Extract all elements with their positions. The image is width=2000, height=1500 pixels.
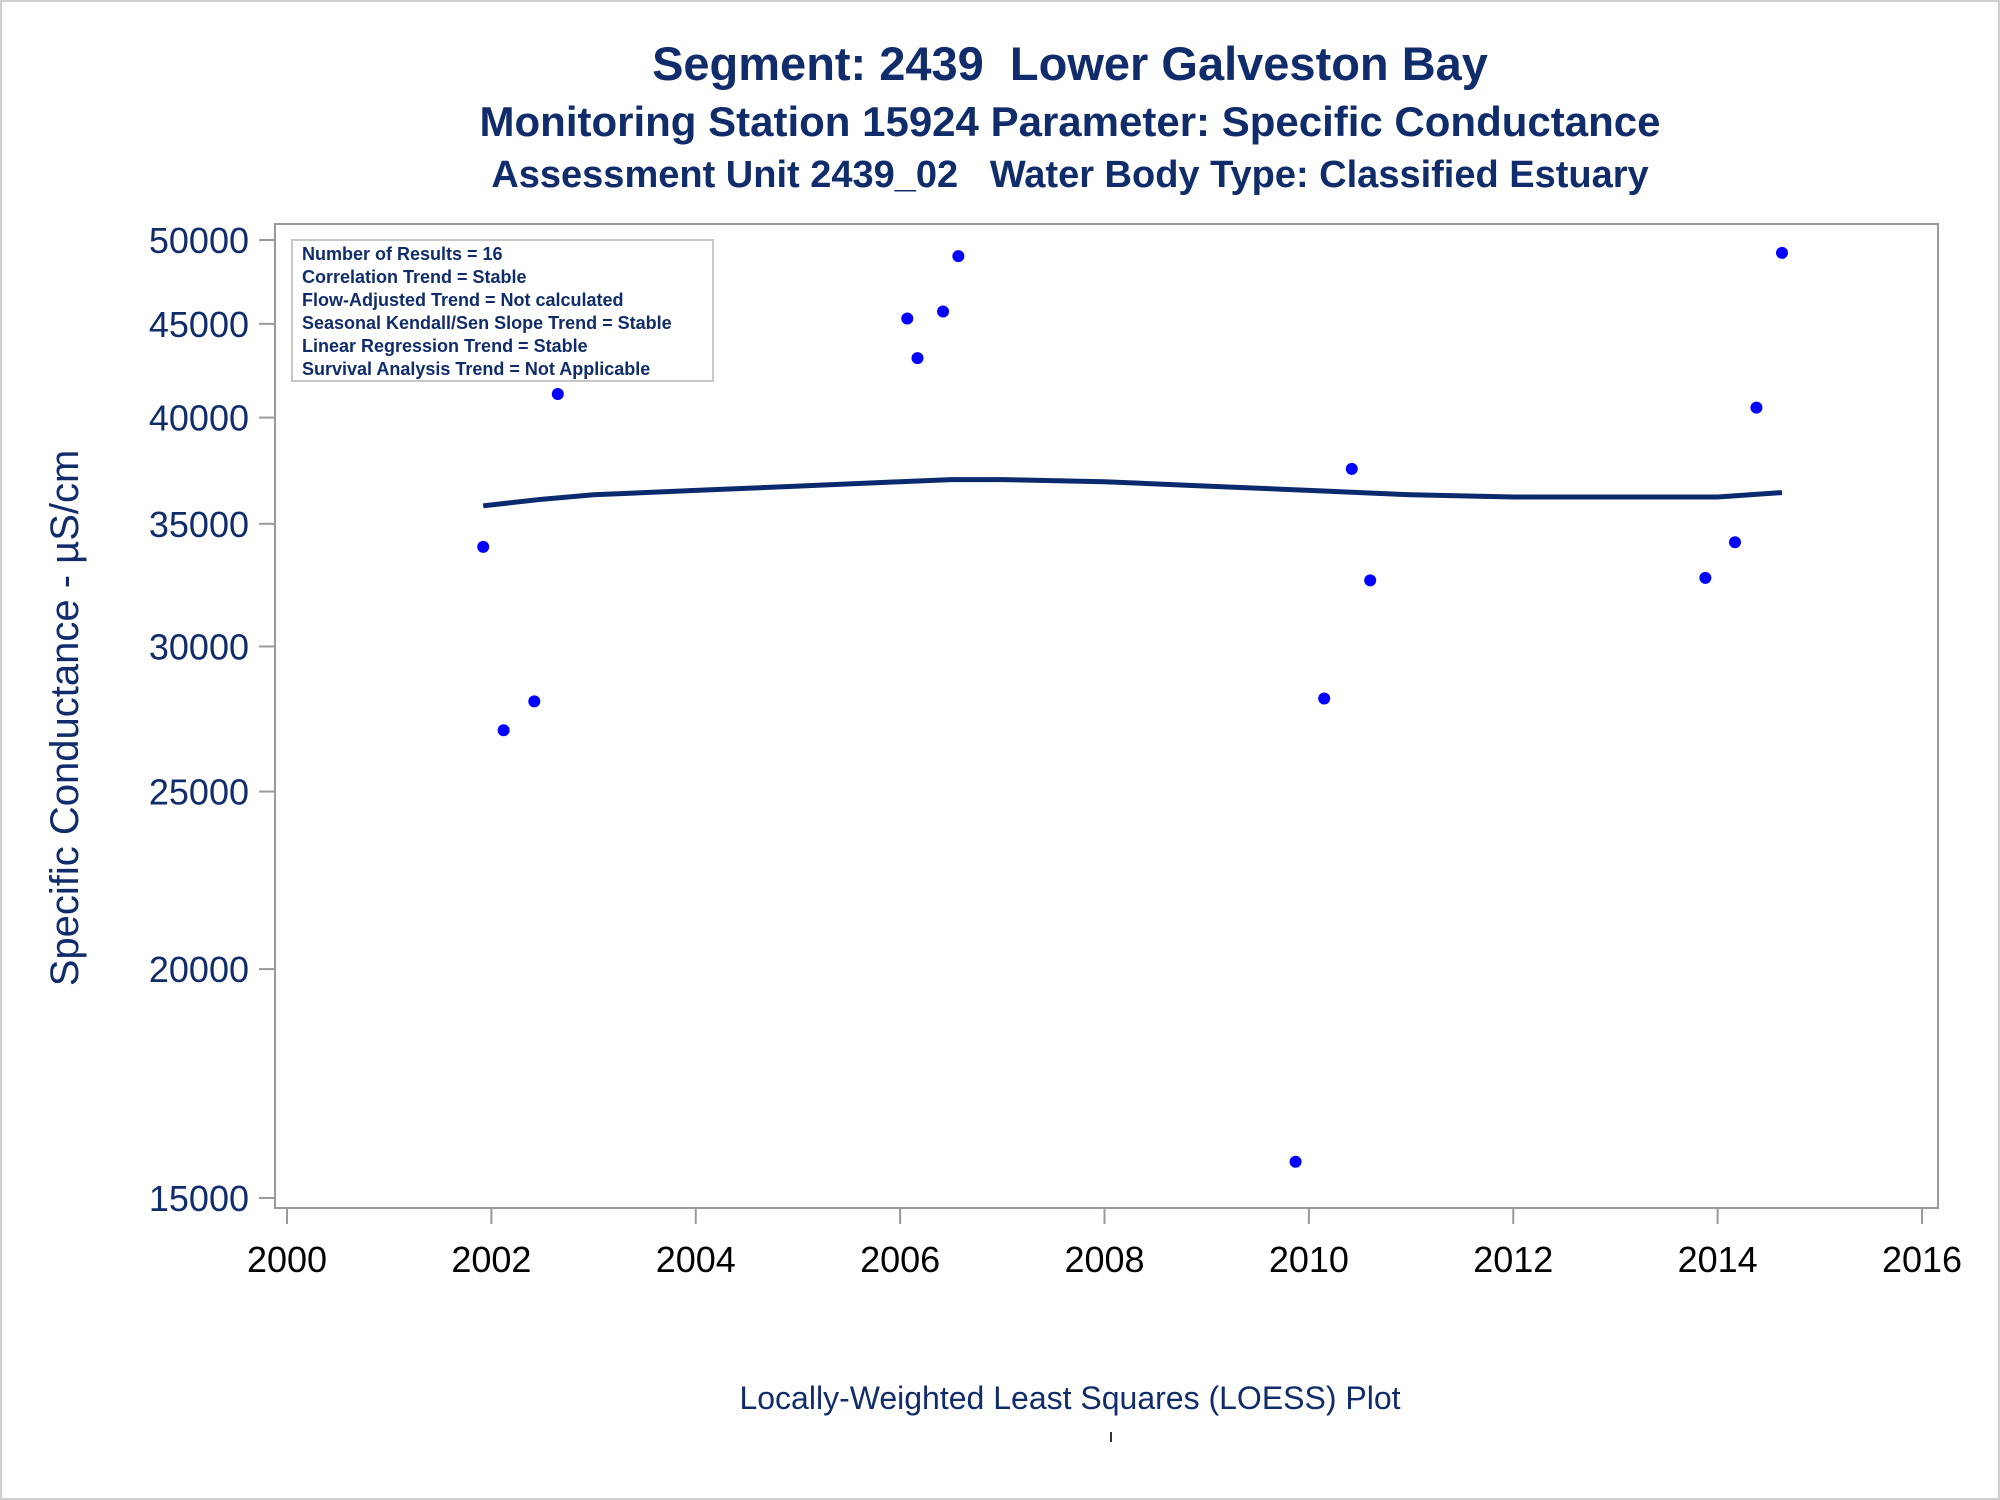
data-point <box>1289 1155 1302 1168</box>
loess-line <box>482 477 1783 509</box>
x-tick-label: 2014 <box>1678 1239 1758 1280</box>
stats-line: Number of Results = 16 <box>302 244 503 264</box>
stats-line: Correlation Trend = Stable <box>302 267 527 287</box>
footer-mark <box>1110 1432 1112 1442</box>
plot-border <box>274 223 1939 1209</box>
stats-line: Seasonal Kendall/Sen Slope Trend = Stabl… <box>302 313 672 333</box>
plot-area <box>274 223 1939 1209</box>
x-tick-label: 2002 <box>451 1239 531 1280</box>
chart-title: Segment: 2439 Lower Galveston Bay <box>652 37 1488 90</box>
y-axis: 15000 20000 25000 30000 35000 40000 45000 50000 <box>149 220 275 1219</box>
x-tick-label: 2012 <box>1473 1239 1553 1280</box>
observation-series <box>477 246 1789 1168</box>
data-point <box>528 695 541 708</box>
data-point <box>952 250 965 263</box>
x-tick-label: 2008 <box>1064 1239 1144 1280</box>
data-point <box>911 352 924 365</box>
x-tick-label: 2010 <box>1269 1239 1349 1280</box>
stats-line: Survival Analysis Trend = Not Applicable <box>302 359 650 379</box>
y-tick-label: 40000 <box>149 398 249 439</box>
y-tick-label: 20000 <box>149 949 249 990</box>
y-tick-label: 15000 <box>149 1178 249 1219</box>
data-point <box>477 540 490 553</box>
y-tick-label: 35000 <box>149 504 249 545</box>
data-point <box>1318 692 1331 705</box>
y-tick-label: 45000 <box>149 304 249 345</box>
stats-line: Linear Regression Trend = Stable <box>302 336 588 356</box>
y-tick-label: 25000 <box>149 772 249 813</box>
y-tick-label: 30000 <box>149 626 249 667</box>
data-point <box>1750 401 1763 414</box>
data-point <box>1699 571 1712 584</box>
data-point <box>1345 462 1358 475</box>
data-point <box>901 312 914 325</box>
x-tick-label: 2004 <box>656 1239 736 1280</box>
data-point <box>1728 536 1741 549</box>
x-tick-label: 2016 <box>1882 1239 1962 1280</box>
x-axis: 2000 2002 2004 2006 2008 2010 2012 2014 2016 <box>247 1208 1962 1280</box>
chart-subtitle-station: Monitoring Station 15924 Parameter: Spec… <box>479 98 1661 145</box>
x-tick-label: 2006 <box>860 1239 940 1280</box>
data-point <box>551 388 564 401</box>
y-tick-label: 50000 <box>149 220 249 261</box>
data-point <box>1364 574 1377 587</box>
loess-series <box>482 477 1783 509</box>
stats-box-border <box>291 239 714 382</box>
stats-line: Flow-Adjusted Trend = Not calculated <box>302 290 624 310</box>
y-axis-label: Specific Conductance - µS/cm <box>43 450 87 987</box>
data-point <box>497 724 510 737</box>
chart-subtitle-assessment: Assessment Unit 2439_02 Water Body Type:… <box>491 154 1649 196</box>
footer-caption: Locally-Weighted Least Squares (LOESS) P… <box>739 1380 1401 1416</box>
stats-box: Number of Results = 16 Correlation Trend … <box>291 239 714 382</box>
x-tick-label: 2000 <box>247 1239 327 1280</box>
data-point <box>937 305 950 318</box>
data-point <box>1776 246 1789 259</box>
